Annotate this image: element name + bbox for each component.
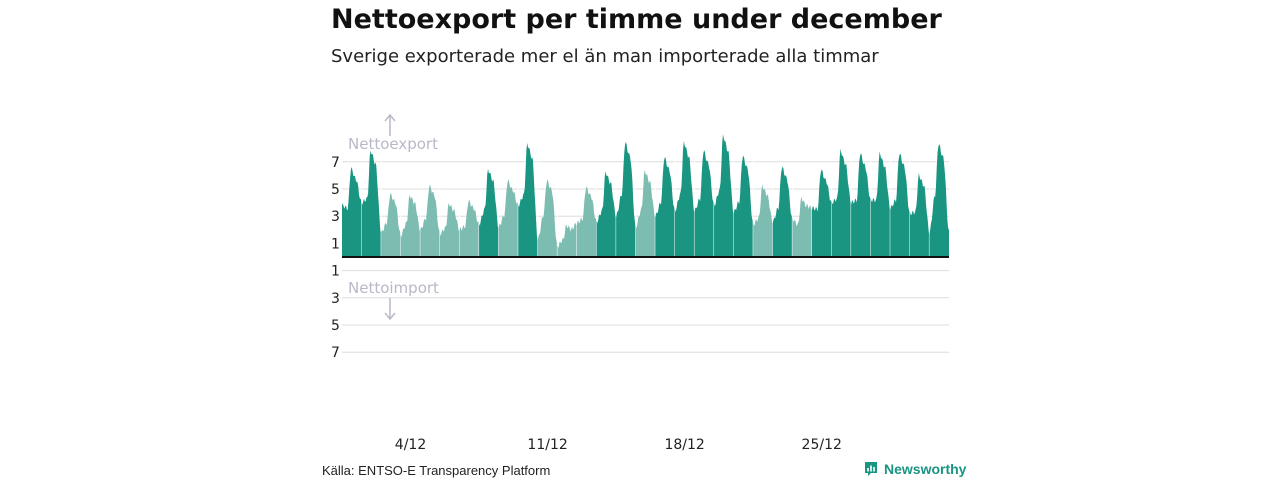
y-tick-label: 1 <box>331 236 340 252</box>
day-bar-group <box>420 184 440 257</box>
day-bar-group <box>674 140 695 257</box>
day-bar-group <box>400 195 421 257</box>
brand-name: Newsworthy <box>884 461 967 477</box>
chart-subtitle: Sverige exporterade mer el än man import… <box>331 46 879 67</box>
x-tick-label: 4/12 <box>395 437 426 453</box>
y-tick-label: 3 <box>331 209 340 225</box>
brand-logo[interactable]: Newsworthy <box>864 461 966 477</box>
annotation-nettoimport: Nettoimport <box>348 279 439 297</box>
y-tick-label: 7 <box>331 345 340 361</box>
day-bar-group <box>342 166 362 257</box>
day-bar-group <box>616 141 636 257</box>
newsworthy-logo-icon <box>865 462 877 476</box>
source-note: Källa: ENTSO-E Transparency Platform <box>322 463 551 478</box>
annotations: Nettoexport Nettoimport <box>348 113 439 321</box>
day-bar-group <box>714 134 734 257</box>
day-bar-group <box>694 150 715 257</box>
x-axis-ticks: 4/12 11/12 18/12 25/12 <box>395 437 842 453</box>
day-bar-group <box>518 142 538 257</box>
x-tick-label: 25/12 <box>802 437 842 453</box>
y-axis-ticks: 7 5 3 1 1 3 5 7 <box>331 155 340 361</box>
annotation-nettoexport: Nettoexport <box>348 135 438 153</box>
day-bar-group <box>870 151 891 257</box>
day-bar-group <box>909 173 930 257</box>
day-bar-group <box>890 153 910 257</box>
y-tick-label: 5 <box>331 318 340 334</box>
day-bar-group <box>576 186 597 257</box>
day-bar-group <box>439 203 460 257</box>
day-bar-group <box>498 179 519 257</box>
y-tick-label: 7 <box>331 155 340 171</box>
day-bar-group <box>929 144 949 257</box>
chart-title: Nettoexport per timme under december <box>331 4 942 35</box>
y-tick-label: 1 <box>331 264 340 280</box>
day-bar-group <box>635 169 656 257</box>
x-tick-label: 11/12 <box>527 437 567 453</box>
day-bar-group <box>655 156 675 257</box>
day-bar-group <box>381 192 401 257</box>
x-tick-label: 18/12 <box>664 437 704 453</box>
day-bar-group <box>831 148 852 257</box>
day-bar-group <box>537 179 558 257</box>
day-bar-group <box>361 150 382 257</box>
down-arrowhead-icon <box>384 312 396 321</box>
y-tick-label: 5 <box>331 182 340 198</box>
day-bar-group <box>792 196 812 257</box>
day-bar-group <box>753 184 773 257</box>
day-bar-group <box>733 155 754 257</box>
bar-series <box>342 133 949 257</box>
day-bar-group <box>811 169 832 257</box>
day-bar-group <box>459 199 480 257</box>
day-bar-group <box>557 222 577 257</box>
day-bar-group <box>772 166 793 257</box>
day-bar-group <box>479 168 499 257</box>
up-arrowhead-icon <box>384 113 396 122</box>
day-bar-group <box>851 153 871 257</box>
day-bar-group <box>596 171 617 257</box>
y-tick-label: 3 <box>331 291 340 307</box>
